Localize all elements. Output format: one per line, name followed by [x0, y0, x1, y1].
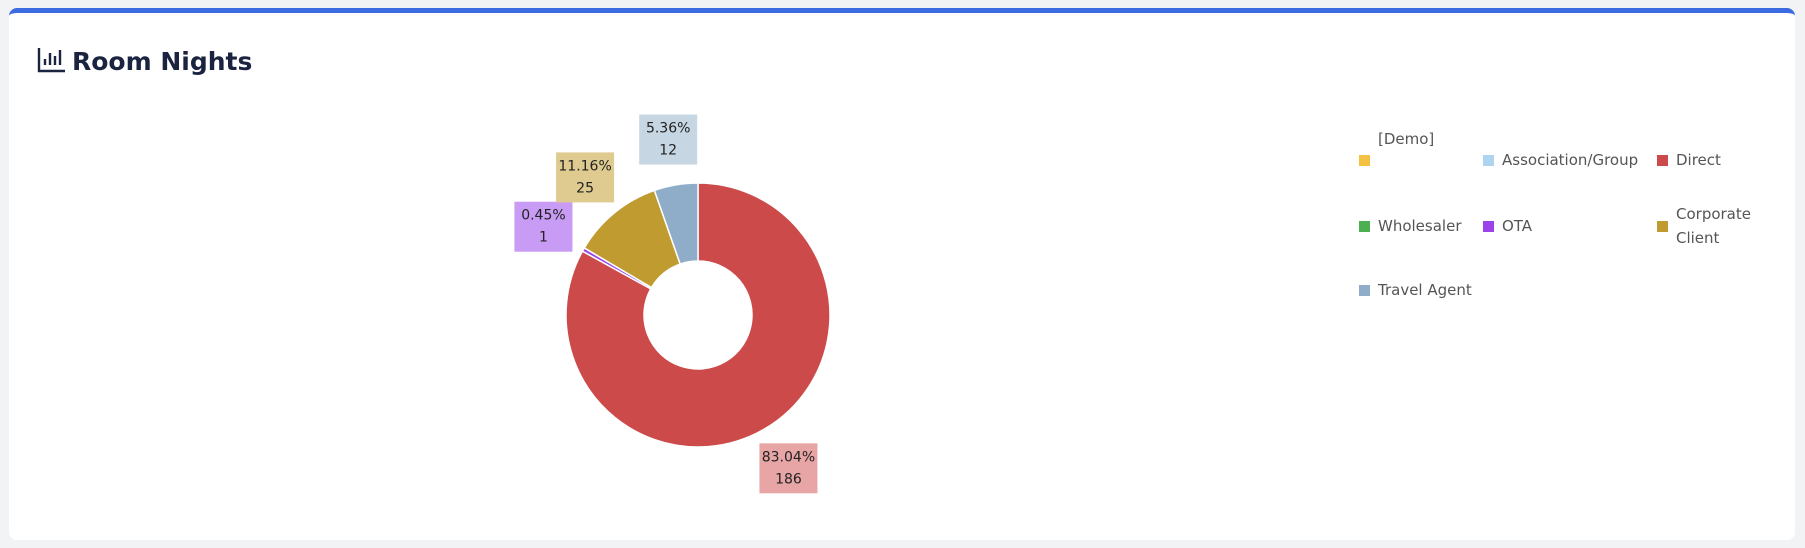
legend-label: Wholesaler [1378, 217, 1462, 235]
legend-swatch [1657, 154, 1668, 166]
data-label-value: 25 [576, 180, 594, 196]
title-icon [37, 48, 65, 73]
legend-swatch [1483, 154, 1494, 166]
data-label-box [514, 201, 573, 252]
legend-swatch [1359, 220, 1370, 232]
legend-label: Association/Group [1502, 151, 1639, 169]
legend-item[interactable]: Corporate Client [1657, 197, 1777, 255]
legend-label: Corporate Client [1676, 205, 1751, 247]
legend-item[interactable]: Direct [1657, 123, 1777, 197]
donut-slice [653, 182, 699, 265]
legend-label: Direct [1676, 151, 1721, 169]
legend-swatch [1657, 220, 1668, 232]
data-label-value: 12 [659, 143, 677, 159]
chart-title: Room Nights [72, 47, 252, 76]
legend-swatch [1359, 154, 1370, 166]
legend-swatch [1359, 284, 1370, 296]
legend-label: OTA [1502, 217, 1533, 235]
data-label-value: 186 [775, 471, 802, 487]
data-label-box [759, 443, 818, 494]
legend-item[interactable]: OTA [1483, 197, 1657, 255]
data-label-percent: 0.45% [521, 208, 565, 224]
data-label-box [639, 114, 698, 165]
legend-item[interactable]: Association/Group [1483, 123, 1657, 197]
legend: [Demo] Association/Group Direct Wholesaler O… [1359, 123, 1779, 325]
data-label-value: 1 [539, 230, 548, 246]
legend-item[interactable]: Travel Agent [1359, 255, 1483, 325]
legend-item[interactable]: [Demo] [1359, 123, 1483, 197]
legend-item[interactable]: Wholesaler [1359, 197, 1483, 255]
card: Room Nights 83.04% 186 0.45% 1 11.16% 25 5.36%… [9, 8, 1795, 540]
chart: Room Nights 83.04% 186 0.45% 1 11.16% 25 5.36%… [37, 47, 831, 494]
data-label-percent: 83.04% [762, 449, 815, 465]
legend-label: Travel Agent [1378, 281, 1472, 299]
data-label-percent: 5.36% [646, 121, 690, 137]
legend-label: [Demo] [1378, 130, 1435, 148]
data-label-percent: 11.16% [558, 158, 611, 174]
legend-swatch [1483, 220, 1494, 232]
donut-slice [565, 182, 831, 448]
data-label-box [556, 152, 615, 203]
